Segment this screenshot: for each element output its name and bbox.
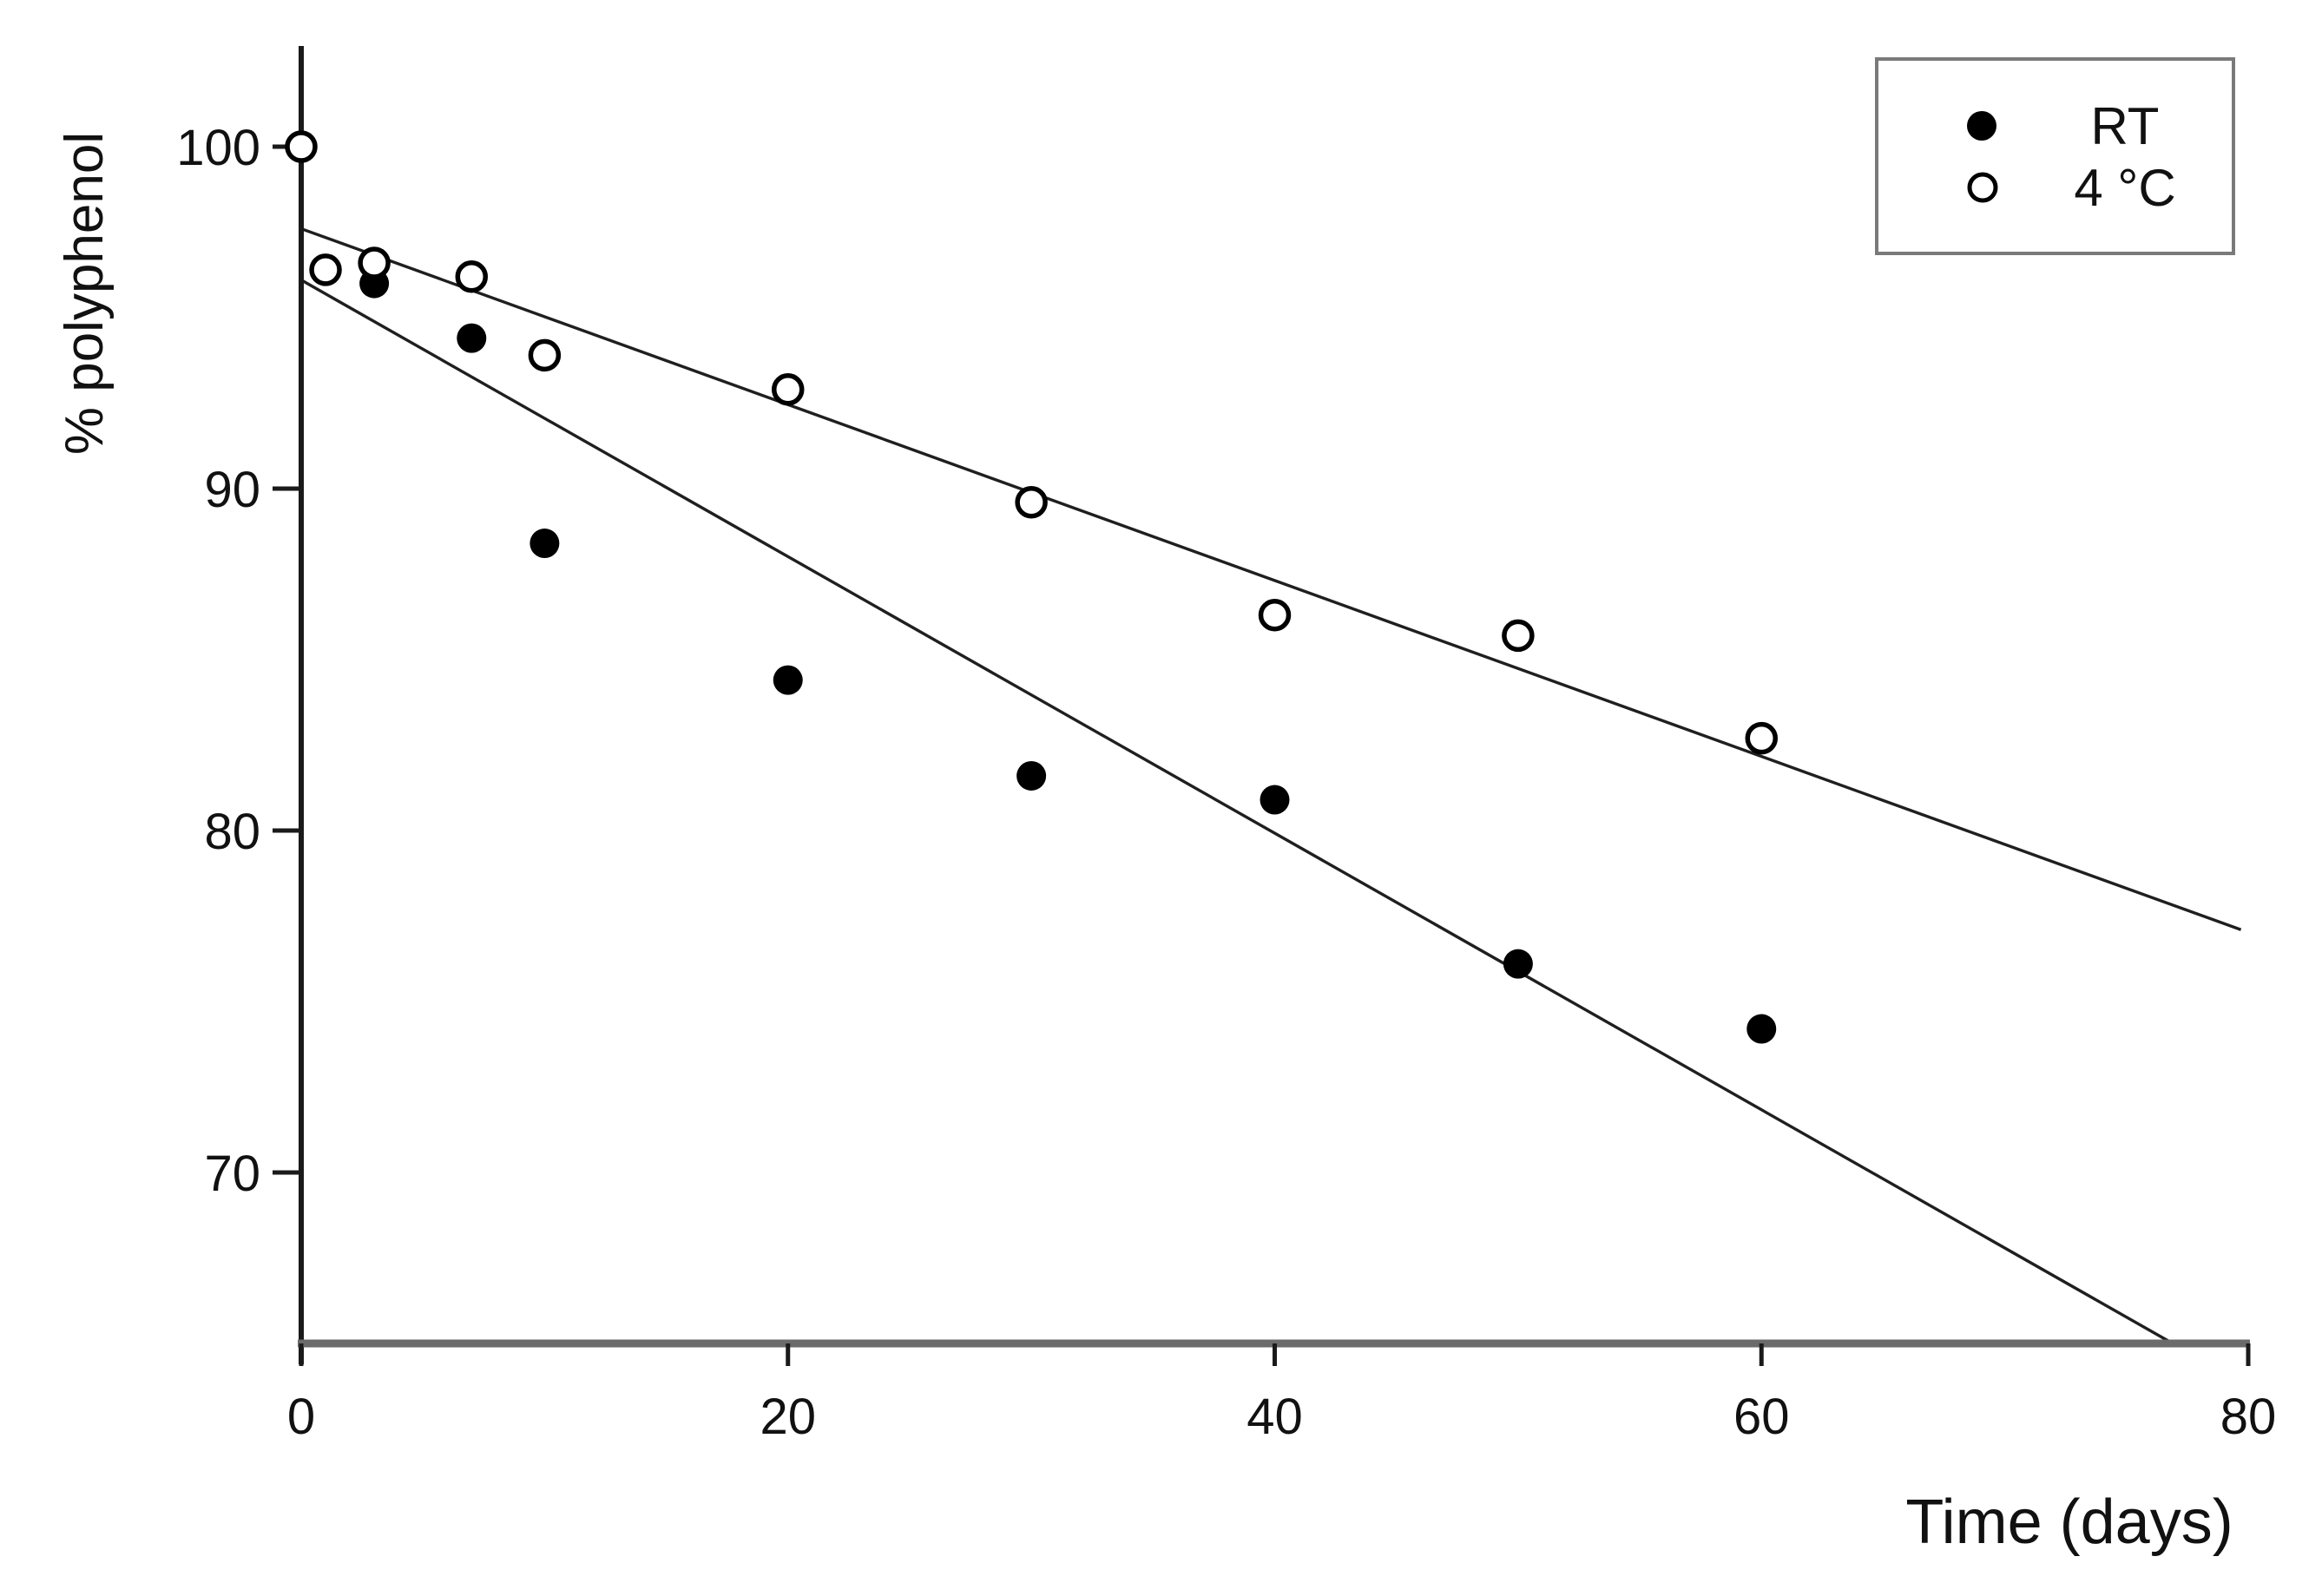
x-tick-label: 40 [1247,1389,1303,1445]
data-point-4c [528,338,562,372]
data-point-4c [1502,619,1535,653]
tick-labels-group: 70 80 90 100 0 20 40 60 80 [176,120,2276,1445]
fit-line [300,279,2174,1345]
data-point-rt [1260,785,1290,815]
x-tick-label: 20 [760,1389,816,1445]
data-points-group [285,130,1778,1044]
data-point-rt [1746,1014,1777,1044]
legend-box [1875,57,2235,255]
data-point-rt [773,665,803,695]
x-tick-label: 80 [2220,1389,2277,1445]
data-point-4c [358,246,391,279]
y-tick-label: 100 [176,120,260,176]
x-tick-label: 60 [1733,1389,1790,1445]
legend-marker-4c-open-circle-icon [1967,172,1998,203]
data-point-4c [309,253,342,286]
data-point-4c [455,259,489,293]
ticks-group [273,144,2251,1366]
data-point-4c [772,372,805,406]
data-point-rt [1016,760,1047,791]
data-point-4c [1015,486,1048,519]
legend: RT 4 °C [1875,57,2235,255]
data-point-rt [1503,949,1533,979]
fit-lines-group [300,227,2242,1345]
data-point-4c [1258,599,1292,632]
data-point-rt [530,529,560,559]
data-point-rt [457,323,487,353]
y-axis-title: % polyphenol [55,132,115,455]
y-tick-label: 80 [204,804,260,860]
legend-label-4c: 4 °C [2074,159,2175,217]
legend-marker-rt-filled-circle-icon [1967,111,1996,141]
y-tick-label: 70 [204,1146,260,1202]
fit-line [300,227,2242,931]
y-tick-label: 90 [204,462,260,518]
x-axis-title: Time (days) [1905,1488,2233,1557]
data-point-4c [285,130,318,163]
legend-label-rt: RT [2091,97,2160,155]
x-tick-label: 0 [287,1389,315,1445]
data-point-4c [1745,721,1778,755]
